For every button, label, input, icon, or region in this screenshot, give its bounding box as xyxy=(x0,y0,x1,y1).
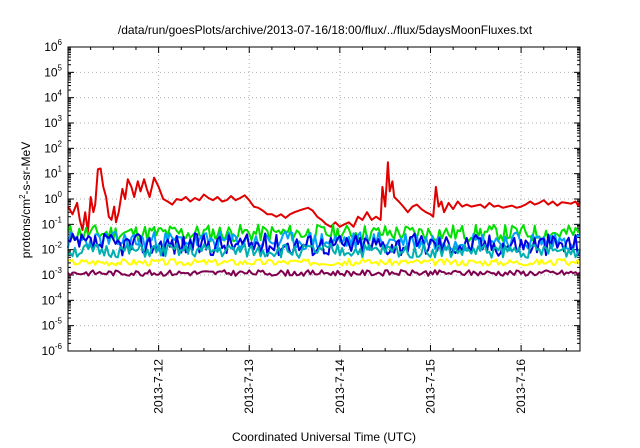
y-tick-label: 10-4 xyxy=(42,291,63,307)
y-axis-ticks: 10-6 10-5 10-4 10-3 10-2 10-1 100 101 102 103 104 1… xyxy=(42,38,580,358)
grid-lines xyxy=(68,47,580,351)
y-tick-label: 10-6 xyxy=(42,342,63,358)
y-axis-label: protons/cm2-s-sr-MeV xyxy=(18,142,33,258)
series-line xyxy=(67,242,581,259)
y-tick-label: 10-5 xyxy=(42,317,63,333)
series-line xyxy=(67,161,581,233)
x-tick-label: 2013-7-14 xyxy=(333,359,347,414)
series-line xyxy=(67,257,581,267)
data-series xyxy=(67,161,581,277)
x-tick-label: 2013-7-16 xyxy=(514,359,528,414)
plot-frame xyxy=(67,46,581,352)
x-tick-label: 2013-7-12 xyxy=(152,359,166,414)
y-tick-label: 103 xyxy=(44,114,62,130)
series-line xyxy=(67,269,581,277)
x-axis-label: Coordinated Universal Time (UTC) xyxy=(232,430,416,444)
y-tick-label: 100 xyxy=(44,190,62,206)
y-tick-label: 105 xyxy=(44,63,62,79)
chart-title: /data/run/goesPlots/archive/2013-07-16/1… xyxy=(118,23,533,37)
x-tick-label: 2013-7-15 xyxy=(423,359,437,414)
y-tick-label: 10-2 xyxy=(42,241,63,257)
series-line xyxy=(67,232,581,257)
y-tick-label: 10-3 xyxy=(42,266,63,282)
y-tick-label: 106 xyxy=(44,38,62,54)
series-line xyxy=(67,223,581,243)
y-tick-label: 104 xyxy=(44,89,62,105)
y-tick-label: 10-1 xyxy=(42,215,63,231)
x-axis-ticks: 2013-7-12 2013-7-13 2013-7-14 2013-7-15 2013… xyxy=(90,47,567,414)
x-tick-label: 2013-7-13 xyxy=(242,359,256,414)
y-tick-label: 101 xyxy=(44,165,62,181)
y-tick-label: 102 xyxy=(44,139,62,155)
